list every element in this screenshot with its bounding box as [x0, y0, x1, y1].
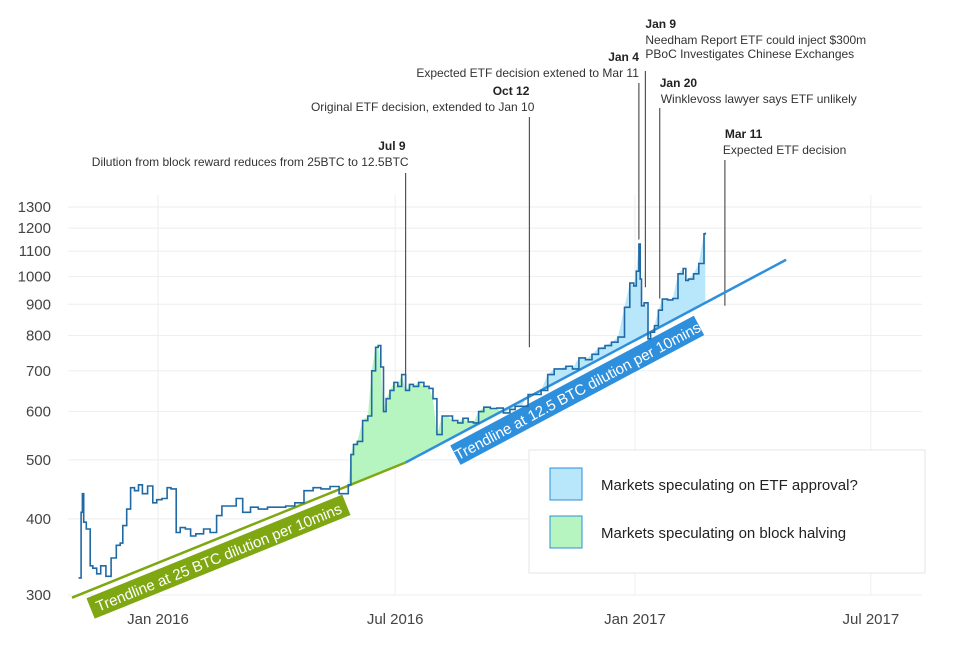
annotation-text: Expected ETF decision extened to Mar 11 [416, 66, 639, 80]
annotation-text: Dilution from block reward reduces from … [92, 155, 409, 169]
annotation-text: Needham Report ETF could inject $300m [645, 33, 866, 47]
annotation-leaders [405, 71, 726, 387]
trendline-2 [405, 258, 787, 464]
legend-label: Markets speculating on block halving [601, 525, 846, 542]
annotation-date: Oct 12 [493, 84, 530, 98]
annotation-date: Jul 9 [378, 139, 406, 153]
trendline-label-band [86, 494, 351, 619]
grid-layer [68, 195, 922, 596]
halving-shaded-area [348, 345, 516, 486]
trendline-label-band [450, 315, 705, 465]
trendline-label-text: Trendline at 12.5 BTC dilution per 10min… [452, 319, 704, 464]
y-tick-label: 700 [26, 363, 51, 380]
legend-swatch [549, 515, 583, 549]
y-tick-label: 300 [26, 587, 51, 604]
y-tick-label: 1200 [18, 220, 51, 237]
annotation-text: Original ETF decision, extended to Jan 1… [311, 100, 535, 114]
x-tick-label: Jul 2016 [367, 611, 424, 628]
y-tick-label: 800 [26, 327, 51, 344]
legend-label: Markets speculating on ETF approval? [601, 477, 858, 494]
axes-layer: Jan 2016 Jul 2016 Jan 2017 Jul 2017 300 400 50… [18, 199, 900, 628]
y-tick-label: 600 [26, 404, 51, 421]
y-tick-label: 1000 [18, 268, 51, 285]
y-tick-label: 1300 [18, 199, 51, 216]
annotation-date: Jan 20 [660, 76, 698, 90]
annotation-date: Jan 4 [608, 50, 639, 64]
legend-swatch [549, 467, 583, 501]
annotation-text: Winklevoss lawyer says ETF unlikely [661, 92, 857, 106]
x-tick-label: Jul 2017 [842, 611, 899, 628]
legend: Markets speculating on ETF approval? Mark… [528, 449, 926, 574]
x-tick-label: Jan 2016 [127, 611, 189, 628]
price-line-layer [78, 232, 707, 579]
annotation-date: Mar 11 [725, 127, 763, 141]
annotation-text-layer: Jul 9 Dilution from block reward reduces … [92, 17, 866, 169]
price-line [78, 232, 707, 579]
annotation-date: Jan 9 [645, 17, 676, 31]
x-tick-label: Jan 2017 [604, 611, 666, 628]
y-tick-label: 1100 [19, 243, 51, 260]
y-tick-label: 900 [26, 296, 51, 313]
fill-layer [348, 232, 706, 486]
annotation-text: Expected ETF decision [723, 143, 846, 157]
y-tick-label: 500 [26, 452, 51, 469]
trendline-label-text: Trendline at 25 BTC dilution per 10mins [94, 501, 345, 616]
annotation-text: PBoC Investigates Chinese Exchanges [645, 47, 854, 61]
etf-shaded-area [515, 232, 706, 407]
legend-box [528, 449, 926, 574]
trendline-label-2: Trendline at 12.5 BTC dilution per 10min… [450, 315, 705, 465]
y-tick-label: 400 [26, 511, 51, 528]
